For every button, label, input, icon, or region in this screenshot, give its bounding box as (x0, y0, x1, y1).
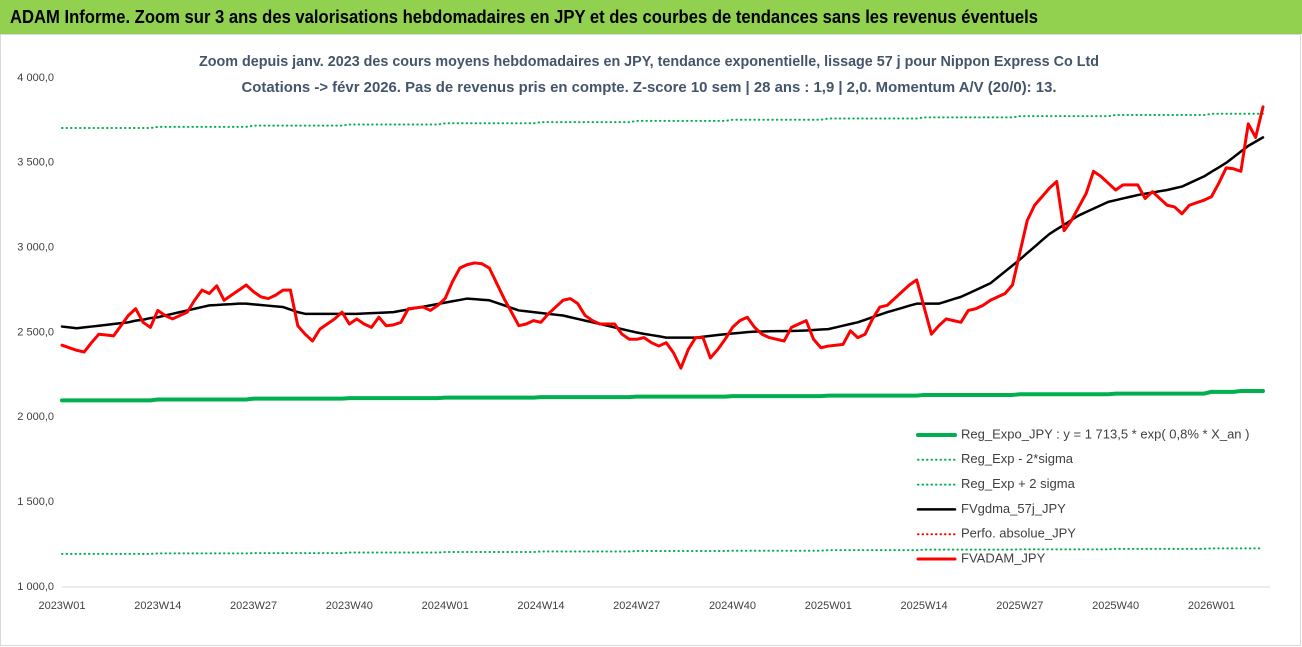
series-line (60, 105, 1265, 370)
legend-label: Reg_Exp + 2 sigma (961, 476, 1076, 491)
x-tick-label: 2025W40 (1092, 600, 1139, 612)
x-tick-label: 2025W01 (805, 600, 852, 612)
header-bar (0, 0, 1302, 34)
x-tick-label: 2026W01 (1188, 600, 1235, 612)
legend-label: Reg_Exp - 2*sigma (961, 451, 1074, 466)
series-line (61, 547, 1264, 555)
y-tick-label: 2 000,0 (17, 411, 54, 423)
x-tick-label: 2025W27 (996, 600, 1043, 612)
chart-subtitle: Zoom depuis janv. 2023 des cours moyens … (199, 53, 1099, 70)
y-tick-label: 1 500,0 (17, 496, 54, 508)
legend-label: Perfo. absolue_JPY (961, 526, 1076, 541)
x-tick-label: 2024W14 (517, 600, 564, 612)
y-tick-label: 1 000,0 (17, 581, 54, 593)
chart-frame (0, 34, 1301, 646)
chart-subtitle: Cotations -> févr 2026. Pas de revenus p… (242, 79, 1057, 96)
chart-title: ADAM Informe. Zoom sur 3 ans des valoris… (10, 7, 1038, 27)
series-line (60, 136, 1265, 339)
legend-label: FVADAM_JPY (961, 550, 1046, 565)
y-tick-label: 3 500,0 (17, 157, 54, 169)
legend-label: Reg_Expo_JPY : y = 1 713,5 * exp( 0,8% *… (961, 426, 1249, 441)
x-tick-label: 2023W01 (38, 600, 85, 612)
x-tick-label: 2024W01 (422, 600, 469, 612)
y-tick-label: 4 000,0 (17, 72, 54, 84)
series-line (61, 112, 1264, 130)
legend-label: FVgdma_57j_JPY (961, 501, 1066, 516)
x-tick-label: 2023W14 (134, 600, 181, 612)
x-tick-label: 2025W14 (901, 600, 948, 612)
x-tick-label: 2023W40 (326, 600, 373, 612)
x-tick-label: 2023W27 (230, 600, 277, 612)
series-line (60, 389, 1265, 403)
x-tick-label: 2024W40 (709, 600, 756, 612)
y-tick-label: 3 000,0 (17, 242, 54, 254)
y-tick-label: 2 500,0 (17, 326, 54, 338)
x-tick-label: 2024W27 (613, 600, 660, 612)
